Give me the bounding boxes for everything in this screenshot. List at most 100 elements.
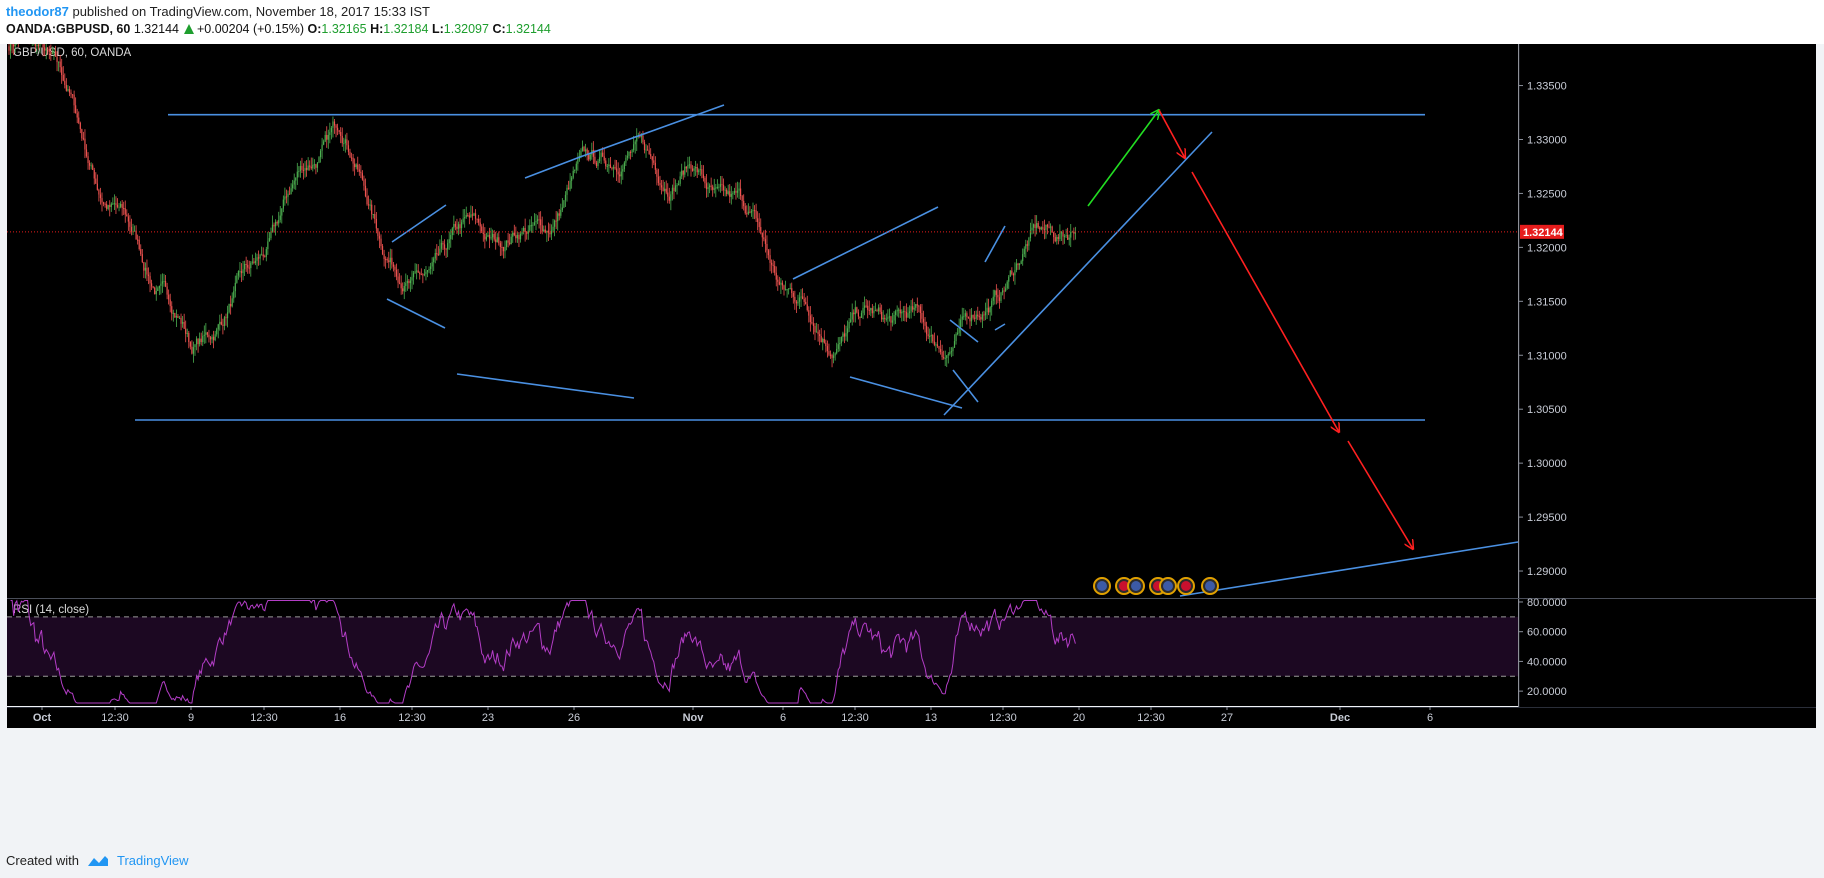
candle-body	[1031, 227, 1033, 231]
candle-body	[307, 165, 309, 170]
candle-body	[540, 219, 542, 226]
candle-body	[1017, 263, 1019, 266]
candle-body	[529, 225, 531, 231]
candle-body	[819, 334, 821, 336]
candle-body	[629, 152, 632, 154]
candle-body	[564, 194, 567, 201]
candle-body	[981, 314, 983, 320]
candle-body	[102, 202, 105, 204]
candle-body	[798, 297, 801, 302]
candle-body	[375, 219, 377, 229]
candle-body	[854, 307, 856, 315]
trendline	[949, 319, 979, 343]
candle-body	[451, 228, 453, 235]
candle-body	[205, 332, 207, 335]
candle-body	[678, 183, 680, 186]
candle-body	[481, 226, 483, 233]
candle-body	[1028, 238, 1030, 246]
candle-body	[163, 280, 165, 282]
candle-body	[89, 162, 91, 166]
candle-body	[868, 309, 870, 311]
candle-body	[873, 310, 875, 314]
chart-title: GBP/USD, 60, OANDA	[13, 47, 132, 59]
candle-body	[802, 296, 804, 299]
candle-body	[124, 208, 126, 215]
candle-body	[788, 288, 790, 290]
candle-body	[254, 260, 257, 263]
candle-body	[295, 177, 297, 181]
plot-background	[7, 44, 1518, 706]
candle-body	[721, 184, 723, 186]
candle-body	[416, 270, 418, 272]
candle-body	[123, 208, 125, 210]
candle-body	[234, 282, 236, 292]
created-with-text: Created with	[6, 853, 79, 868]
time-tick-label: 12:30	[398, 712, 426, 724]
tradingview-link[interactable]: TradingView	[117, 853, 189, 868]
candle-body	[656, 169, 658, 177]
candle-body	[803, 298, 805, 302]
candle-body	[842, 333, 844, 338]
candle-body	[865, 305, 867, 307]
price-tick-label: 1.33000	[1527, 134, 1567, 146]
candle-body	[358, 169, 360, 172]
candle-body	[902, 311, 904, 313]
candle-body	[202, 335, 204, 343]
candle-body	[385, 259, 387, 261]
candle-body	[423, 274, 425, 276]
candle-body	[50, 51, 52, 55]
candle-body	[541, 225, 543, 232]
candle-body	[53, 51, 55, 53]
candle-body	[946, 355, 948, 359]
candle-body	[895, 311, 897, 315]
candle-body	[228, 304, 230, 313]
candle-body	[718, 186, 720, 188]
candle-body	[488, 235, 491, 239]
candle-body	[650, 154, 652, 157]
candle-body	[109, 205, 111, 207]
candle-body	[998, 297, 1001, 301]
candle-body	[811, 322, 813, 324]
candle-body	[885, 318, 887, 320]
candle-body	[922, 318, 925, 323]
candle-body	[722, 184, 725, 191]
candle-body	[1050, 226, 1052, 228]
candle-body	[271, 224, 274, 232]
candle-body	[777, 279, 779, 282]
candle-body	[823, 338, 825, 343]
candle-body	[492, 233, 494, 238]
candle-body	[388, 260, 390, 263]
candle-body	[112, 203, 114, 205]
candle-body	[335, 125, 337, 128]
candle-body	[550, 230, 553, 235]
low-label: L:	[431, 22, 444, 36]
candle-body	[426, 270, 429, 272]
candle-body	[932, 334, 934, 342]
last-price-label: 1.32144	[1523, 227, 1564, 239]
last-price-tag	[1520, 224, 1564, 239]
candle-body	[571, 177, 573, 181]
candle-body	[758, 222, 760, 228]
price-chart[interactable]: GBP/USD, 60, OANDA1.335001.330001.325001…	[0, 44, 1824, 844]
candle-body	[296, 171, 298, 178]
candle-body	[986, 307, 988, 313]
candle-body	[447, 243, 449, 250]
candle-body	[490, 237, 492, 239]
price-change: +0.00204 (+0.15%)	[197, 22, 305, 36]
candle-body	[633, 144, 635, 151]
candle-body	[589, 154, 591, 160]
candle-body	[439, 248, 441, 255]
candle-body	[989, 307, 991, 313]
candle-body	[213, 336, 215, 341]
candle-body	[45, 48, 47, 51]
candle-body	[73, 94, 75, 106]
time-tick-label: 6	[780, 712, 786, 724]
time-tick-label: Oct	[33, 712, 52, 724]
candle-body	[68, 89, 71, 93]
candle-body	[267, 241, 269, 250]
candle-body	[337, 127, 339, 131]
author-link[interactable]: theodor87	[6, 4, 69, 19]
candle-body	[65, 84, 67, 91]
candle-body	[904, 311, 906, 313]
candle-body	[826, 346, 828, 352]
